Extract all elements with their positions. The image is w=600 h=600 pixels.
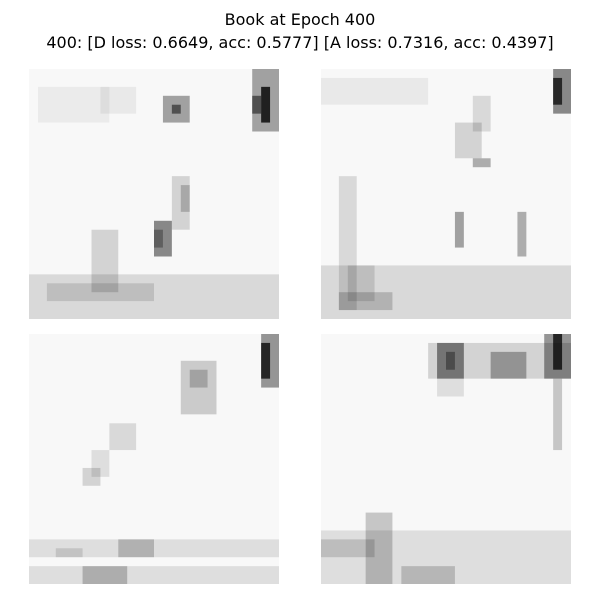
pixel-region [252, 95, 262, 114]
pixel-region [171, 176, 190, 230]
pixel-region [365, 512, 393, 584]
pixel-region [109, 423, 137, 451]
pixel-region [338, 176, 357, 311]
sample-image [29, 69, 279, 319]
image-background [321, 69, 571, 319]
pixel-region [321, 539, 375, 558]
pixel-region [29, 274, 279, 319]
figure-title: Book at Epoch 400 [225, 10, 376, 29]
pixel-region [189, 369, 208, 388]
pixel-region [490, 351, 527, 379]
pixel-region [91, 450, 110, 477]
pixel-region [82, 566, 128, 584]
pixel-region [454, 122, 482, 159]
sample-image [29, 334, 279, 584]
sample-grid [29, 69, 571, 584]
pixel-region [91, 229, 119, 293]
pixel-region [321, 265, 571, 319]
pixel-region [100, 86, 137, 114]
pixel-region [82, 467, 101, 486]
pixel-region [437, 342, 464, 379]
pixel-region [338, 292, 393, 311]
pixel-region [154, 220, 172, 257]
pixel-region [454, 211, 464, 248]
figure-subtitle: 400: [D loss: 0.6649, acc: 0.5777] [A lo… [46, 33, 553, 52]
sample-image [321, 334, 571, 584]
pixel-region [154, 229, 163, 248]
pixel-region [347, 265, 375, 302]
pixel-region [55, 548, 83, 558]
pixel-region [171, 104, 181, 114]
image-background [29, 334, 279, 584]
pixel-region [553, 334, 563, 370]
pixel-region [29, 566, 279, 584]
pixel-region [261, 342, 271, 379]
pixel-region [401, 566, 455, 584]
pixel-region [472, 158, 491, 168]
pixel-region [37, 86, 110, 123]
pixel-region [472, 95, 491, 132]
image-background [321, 334, 571, 584]
pixel-region [46, 283, 154, 302]
pixel-region [180, 185, 190, 212]
pixel-region [180, 360, 217, 415]
pixel-region [553, 378, 563, 451]
pixel-region [437, 378, 464, 397]
pixel-region [118, 539, 154, 558]
pixel-region [321, 530, 571, 584]
pixel-region [29, 539, 279, 558]
pixel-region [261, 86, 271, 123]
pixel-region [553, 77, 563, 105]
pixel-region [517, 211, 527, 257]
sample-image [321, 69, 571, 319]
pixel-region [446, 351, 455, 370]
pixel-region [428, 342, 571, 379]
pixel-region [321, 77, 429, 105]
image-background [29, 69, 279, 319]
